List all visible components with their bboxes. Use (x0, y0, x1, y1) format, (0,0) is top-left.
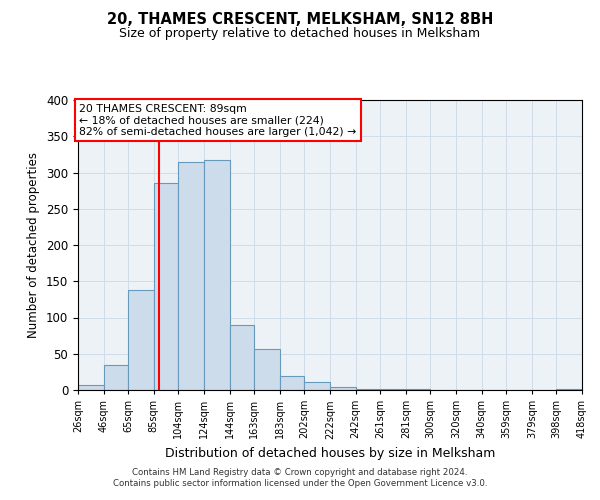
Text: 20 THAMES CRESCENT: 89sqm
← 18% of detached houses are smaller (224)
82% of semi: 20 THAMES CRESCENT: 89sqm ← 18% of detac… (79, 104, 356, 137)
Text: Contains HM Land Registry data © Crown copyright and database right 2024.
Contai: Contains HM Land Registry data © Crown c… (113, 468, 487, 487)
Bar (178, 162, 204, 390)
Y-axis label: Number of detached properties: Number of detached properties (28, 152, 40, 338)
X-axis label: Distribution of detached houses by size in Melksham: Distribution of detached houses by size … (165, 447, 495, 460)
Bar (230, 325, 254, 390)
Text: Size of property relative to detached houses in Melksham: Size of property relative to detached ho… (119, 28, 481, 40)
Bar (204, 160, 230, 390)
Text: 20, THAMES CRESCENT, MELKSHAM, SN12 8BH: 20, THAMES CRESCENT, MELKSHAM, SN12 8BH (107, 12, 493, 28)
Bar (104, 364, 128, 390)
Bar (556, 388, 582, 390)
Bar (330, 387, 356, 390)
Bar (78, 385, 104, 390)
Bar (280, 376, 304, 390)
Bar (154, 184, 178, 390)
Bar (254, 348, 280, 390)
Bar (128, 290, 154, 390)
Bar (304, 382, 330, 390)
